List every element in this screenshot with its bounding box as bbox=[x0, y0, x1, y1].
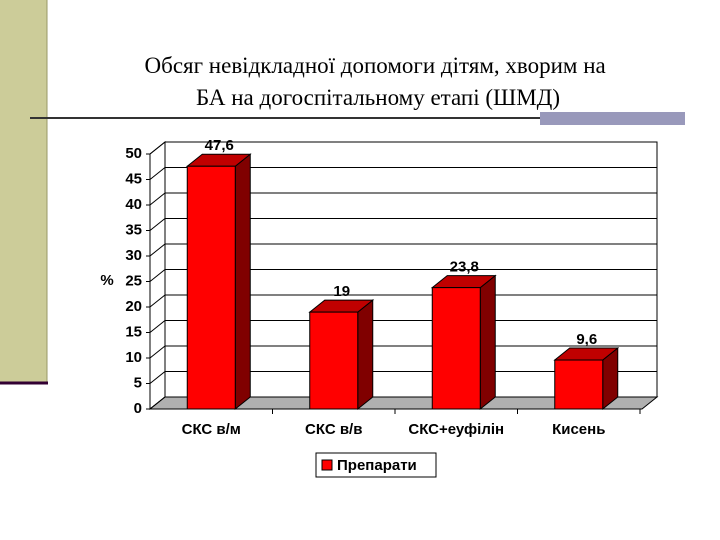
grid-line bbox=[149, 167, 657, 180]
bar-side bbox=[234, 153, 251, 411]
legend-swatch bbox=[321, 459, 333, 471]
bar-side bbox=[357, 299, 374, 411]
y-tick-label: 20 bbox=[125, 298, 142, 315]
y-tick-label: 30 bbox=[125, 247, 142, 264]
y-tick-label: 25 bbox=[125, 272, 142, 289]
bar bbox=[309, 311, 359, 410]
bar bbox=[186, 165, 236, 410]
value-label: 19 bbox=[333, 283, 350, 300]
y-tick-label: 15 bbox=[125, 323, 142, 340]
title-line: Обсяг невідкладної допомоги дітям, хвори… bbox=[145, 53, 606, 78]
rule-accent bbox=[540, 112, 685, 125]
y-tick-label: 0 bbox=[134, 400, 142, 417]
grid-line bbox=[149, 192, 657, 206]
grid-line bbox=[149, 141, 657, 155]
y-tick-label: 50 bbox=[125, 145, 142, 162]
value-label: 9,6 bbox=[576, 331, 597, 348]
side-strip bbox=[0, 0, 47, 384]
grid-line bbox=[149, 218, 657, 231]
value-label: 47,6 bbox=[205, 137, 234, 154]
y-axis-label: % bbox=[100, 272, 113, 289]
grid-line bbox=[149, 269, 657, 282]
x-tick-label: Кисень bbox=[552, 421, 605, 438]
bar bbox=[554, 359, 604, 410]
value-label: 23,8 bbox=[450, 259, 479, 276]
bar-side bbox=[479, 274, 496, 411]
title-line: БА на догоспітальному етапі (ШМД) bbox=[196, 85, 560, 110]
y-tick-label: 45 bbox=[125, 170, 142, 187]
x-tick-label: СКС в/в bbox=[305, 421, 362, 438]
y-tick-label: 35 bbox=[125, 221, 142, 238]
grid-line bbox=[149, 243, 657, 257]
legend bbox=[315, 452, 437, 478]
chart-title: Обсяг невідкладної допомоги дітям, хвори… bbox=[145, 53, 612, 110]
x-tick-label: СКС+еуфілін bbox=[408, 421, 504, 438]
y-tick-label: 5 bbox=[134, 374, 142, 391]
y-tick-label: 10 bbox=[125, 349, 142, 366]
y-tick-label: 40 bbox=[125, 196, 142, 213]
x-tick-label: СКС в/м bbox=[182, 421, 241, 438]
legend-label: Препарати bbox=[337, 457, 417, 474]
bar bbox=[431, 287, 481, 410]
